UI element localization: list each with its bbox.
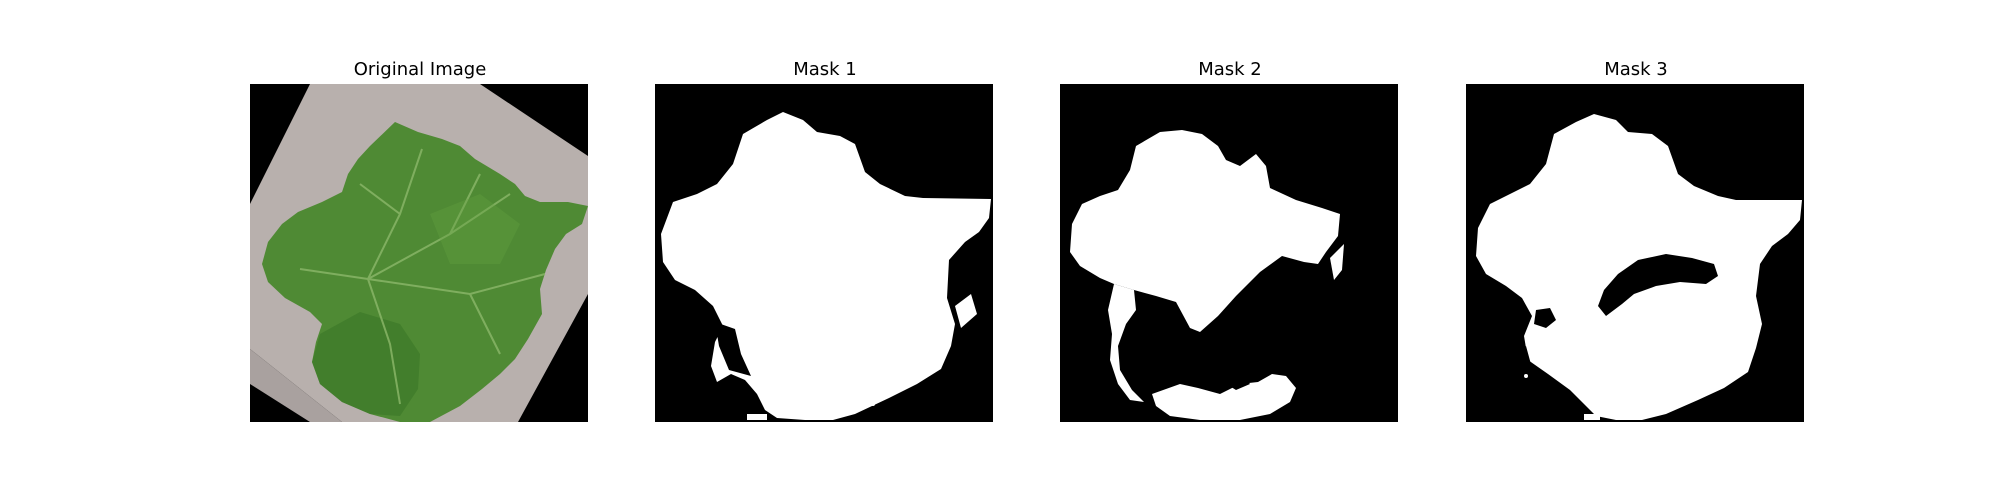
mask-2-image [1060,84,1398,422]
mask-3-image [1466,84,1804,422]
panel-mask-1: Mask 1 [655,52,995,422]
panel-title: Mask 3 [1604,59,1668,80]
panel-title: Mask 1 [793,59,857,80]
panel-mask-3: Mask 3 [1466,52,1806,422]
panel-original-image: Original Image [250,52,590,422]
panel-title: Mask 2 [1198,59,1262,80]
original-leaf-image [250,84,588,422]
panel-title: Original Image [353,59,487,80]
leaf-photo [250,84,588,422]
mask-2-shape [1060,84,1398,422]
mask-3-shape [1466,84,1804,422]
mask-1-shape [655,84,993,422]
mask-1-image [655,84,993,422]
panel-mask-2: Mask 2 [1060,52,1400,422]
